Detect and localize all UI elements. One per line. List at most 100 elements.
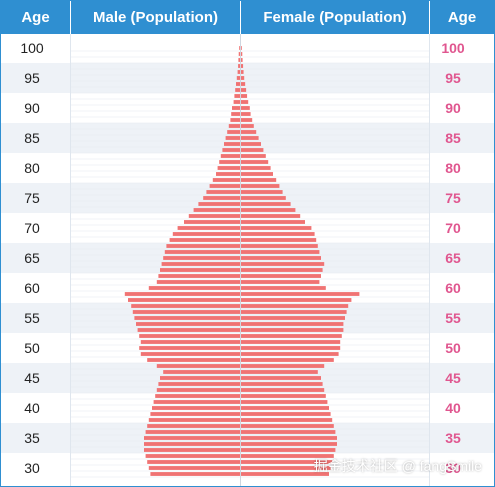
male-bar[interactable] [169, 238, 240, 242]
male-bar[interactable] [198, 202, 240, 206]
male-bar[interactable] [156, 388, 240, 392]
male-bar[interactable] [237, 70, 240, 74]
female-bar[interactable] [241, 76, 245, 80]
female-bar[interactable] [241, 316, 345, 320]
male-bar[interactable] [224, 142, 240, 146]
female-bar[interactable] [241, 226, 312, 230]
female-bar[interactable] [241, 94, 248, 98]
male-bar[interactable] [231, 112, 240, 116]
female-bar[interactable] [241, 334, 342, 338]
male-bar[interactable] [140, 340, 240, 344]
male-bar[interactable] [233, 100, 240, 104]
male-bar[interactable] [156, 364, 240, 368]
male-bar[interactable] [148, 286, 240, 290]
female-bar[interactable] [241, 202, 291, 206]
female-bar[interactable] [241, 442, 337, 446]
male-bar[interactable] [145, 454, 240, 458]
female-bar[interactable] [241, 370, 318, 374]
female-bar[interactable] [241, 178, 277, 182]
male-bar[interactable] [220, 154, 240, 158]
female-bar[interactable] [241, 100, 249, 104]
female-bar[interactable] [241, 166, 271, 170]
female-bar[interactable] [241, 112, 251, 116]
female-bar[interactable] [241, 466, 331, 470]
female-bar[interactable] [241, 274, 321, 278]
female-bar[interactable] [241, 382, 323, 386]
male-bar[interactable] [238, 52, 240, 56]
female-bar[interactable] [241, 364, 325, 368]
female-bar[interactable] [241, 406, 329, 410]
male-bar[interactable] [148, 466, 240, 470]
male-bar[interactable] [137, 328, 240, 332]
female-bar[interactable] [241, 322, 344, 326]
male-bar[interactable] [203, 196, 240, 200]
male-bar[interactable] [147, 424, 240, 428]
female-bar[interactable] [241, 340, 341, 344]
male-bar[interactable] [235, 88, 240, 92]
female-bar[interactable] [241, 328, 344, 332]
male-bar[interactable] [166, 244, 240, 248]
male-bar[interactable] [228, 124, 240, 128]
female-bar[interactable] [241, 472, 329, 476]
female-bar[interactable] [241, 262, 325, 266]
female-bar[interactable] [241, 256, 321, 260]
male-bar[interactable] [158, 382, 240, 386]
male-bar[interactable] [234, 94, 240, 98]
male-bar[interactable] [217, 166, 240, 170]
female-bar[interactable] [241, 184, 280, 188]
male-bar[interactable] [124, 292, 240, 296]
male-bar[interactable] [139, 346, 240, 350]
female-bar[interactable] [241, 58, 243, 62]
female-bar[interactable] [241, 286, 326, 290]
male-bar[interactable] [153, 400, 240, 404]
male-bar[interactable] [219, 160, 240, 164]
female-bar[interactable] [241, 418, 333, 422]
male-bar[interactable] [225, 136, 240, 140]
female-bar[interactable] [241, 214, 301, 218]
male-bar[interactable] [136, 322, 240, 326]
female-bar[interactable] [241, 88, 247, 92]
female-bar[interactable] [241, 250, 320, 254]
male-bar[interactable] [188, 214, 240, 218]
male-bar[interactable] [172, 232, 240, 236]
female-bar[interactable] [241, 280, 320, 284]
male-bar[interactable] [227, 130, 240, 134]
male-bar[interactable] [150, 472, 240, 476]
female-bar[interactable] [241, 64, 244, 68]
female-bar[interactable] [241, 310, 347, 314]
female-bar[interactable] [241, 430, 336, 434]
male-bar[interactable] [144, 442, 240, 446]
female-bar[interactable] [241, 118, 253, 122]
male-bar[interactable] [134, 316, 240, 320]
male-bar[interactable] [160, 268, 240, 272]
female-bar[interactable] [241, 148, 264, 152]
female-bar[interactable] [241, 124, 254, 128]
female-bar[interactable] [241, 424, 334, 428]
male-bar[interactable] [164, 250, 240, 254]
female-bar[interactable] [241, 460, 333, 464]
male-bar[interactable] [131, 304, 240, 308]
female-bar[interactable] [241, 208, 296, 212]
female-bar[interactable] [241, 358, 334, 362]
male-bar[interactable] [144, 448, 240, 452]
female-bar[interactable] [241, 412, 331, 416]
male-bar[interactable] [148, 418, 240, 422]
female-bar[interactable] [241, 268, 323, 272]
male-bar[interactable] [144, 436, 240, 440]
female-bar[interactable] [241, 238, 317, 242]
female-bar[interactable] [241, 172, 273, 176]
male-bar[interactable] [155, 394, 240, 398]
female-bar[interactable] [241, 142, 261, 146]
male-bar[interactable] [239, 46, 240, 50]
male-bar[interactable] [212, 178, 240, 182]
female-bar[interactable] [241, 436, 337, 440]
male-bar[interactable] [238, 58, 240, 62]
female-bar[interactable] [241, 190, 283, 194]
female-bar[interactable] [241, 160, 269, 164]
female-bar[interactable] [241, 304, 349, 308]
male-bar[interactable] [160, 376, 240, 380]
male-bar[interactable] [161, 262, 240, 266]
male-bar[interactable] [147, 460, 240, 464]
female-bar[interactable] [241, 136, 259, 140]
female-bar[interactable] [241, 346, 341, 350]
